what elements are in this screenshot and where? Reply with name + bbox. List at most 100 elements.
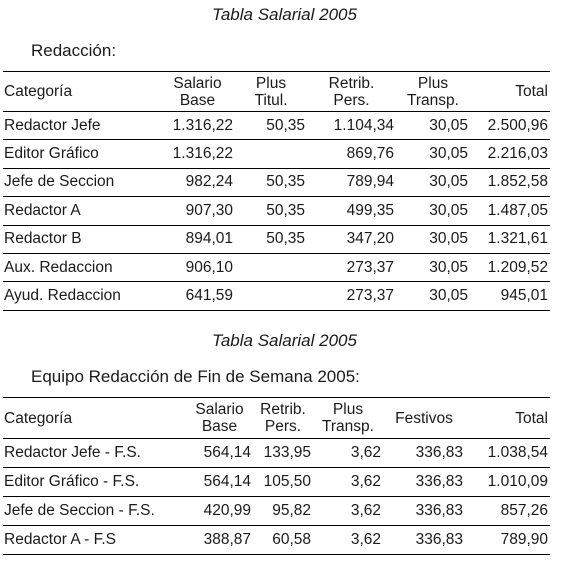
table-caption-1: Tabla Salarial 2005 [212,5,357,24]
table-caption-2: Tabla Salarial 2005 [212,331,357,350]
table-cell: 30,05 [396,225,470,254]
column-header: Plus Transp. [313,397,383,439]
table-cell: 347,20 [307,225,396,254]
column-header-line: Base [179,91,216,109]
table-cell: 336,83 [383,525,465,555]
table-cell: 3,62 [313,525,383,555]
column-header-line: Titul. [254,91,288,109]
table-cell: 30,05 [396,111,470,141]
column-header-line: Total [515,83,548,100]
column-header-line: Retrib. [260,401,306,418]
salary-table-redaccion: Categoría Salario Base Plus Titul. Retrib. Per… [3,71,550,311]
table-cell: 50,35 [235,168,307,198]
table-cell: 133,95 [253,438,313,468]
column-header-line: Total [515,409,548,427]
row-category: Editor Gráfico - F.S. [3,467,186,497]
table-cell: 869,76 [307,139,396,169]
table-cell: 982,24 [160,168,235,198]
table-cell: 50,35 [235,111,307,141]
table-row: Redactor Jefe - F.S. 564,14 133,95 3,62 336,… [3,438,550,468]
table-cell: 30,05 [396,253,470,283]
table-body: Redactor Jefe 1.316,22 50,35 1.104,34 30,05 2… [3,111,550,311]
table-cell: 30,05 [396,281,470,311]
table-cell: 273,37 [307,281,396,311]
column-header: Salario Base [160,71,235,112]
column-header-line: Festivos [395,409,453,427]
table-cell: 420,99 [186,496,253,526]
row-category: Redactor A [3,196,160,226]
table-cell: 1.209,52 [470,253,550,283]
table-cell: 105,50 [253,467,313,497]
column-header-line: Transp. [322,418,374,435]
row-category: Redactor Jefe [3,111,160,141]
table-row: Redactor A - F.S 388,87 60,58 3,62 336,83 789… [3,525,550,555]
table-cell: 564,14 [186,467,253,497]
table-cell: 30,05 [396,139,470,169]
table-cell: 499,35 [307,196,396,226]
table-cell: 641,59 [160,281,235,311]
table-row: Redactor A 907,30 50,35 499,35 30,05 1.487,05 [3,196,550,226]
row-category: Redactor Jefe - F.S. [3,438,186,468]
table-cell: 50,35 [235,225,307,254]
column-header: Total [465,397,550,439]
table-row: Editor Gráfico - F.S. 564,14 105,50 3,62 336… [3,467,550,497]
row-category: Redactor A - F.S [3,525,186,555]
table-cell: 388,87 [186,525,253,555]
section-title-fin-de-semana: Equipo Redacción de Fin de Semana 2005: [31,367,360,386]
table-cell [235,139,307,169]
column-header-line: Pers. [264,418,302,435]
column-header-line: Plus [332,401,364,418]
table-row: Jefe de Seccion 982,24 50,35 789,94 30,05 1.8… [3,168,550,198]
table-cell: 857,26 [465,496,550,526]
column-header-line: Base [201,418,238,435]
row-category: Ayud. Redaccion [3,281,160,311]
table-cell: 273,37 [307,253,396,283]
section-title-redaccion: Redacción: [31,41,117,60]
header-row: Categoría Salario Base Plus Titul. Retrib. Per… [3,71,550,112]
table-cell: 907,30 [160,196,235,226]
row-category: Jefe de Seccion [3,168,160,198]
column-header-line: Categoría [4,409,73,427]
table-cell: 1.487,05 [470,196,550,226]
header-row: Categoría Salario Base Retrib. Pers. Plus Tran… [3,397,550,439]
table-cell: 894,01 [160,225,235,254]
table-cell [235,281,307,311]
column-header: Retrib. Pers. [307,71,396,112]
table-row: Aux. Redaccion 906,10 273,37 30,05 1.209,52 [3,253,550,283]
column-header: Total [470,71,550,112]
table-row: Ayud. Redaccion 641,59 273,37 30,05 945,01 [3,281,550,311]
table-cell [235,253,307,283]
table-cell: 30,05 [396,168,470,198]
table-header: Categoría Salario Base Plus Titul. Retrib. Per… [3,71,550,112]
column-header-line: Plus [417,74,449,92]
table-cell: 1.104,34 [307,111,396,141]
row-category: Redactor B [3,225,160,254]
table-cell: 336,83 [383,496,465,526]
column-header-line: Pers. [333,91,370,109]
column-header-line: Plus [255,74,287,92]
salary-table-fin-de-semana: Categoría Salario Base Retrib. Pers. Plus Tran… [3,397,550,555]
table-cell: 3,62 [313,496,383,526]
table-cell: 30,05 [396,196,470,226]
table-cell: 1.852,58 [470,168,550,198]
table-cell: 789,90 [465,525,550,555]
row-category: Editor Gráfico [3,139,160,169]
table-cell: 50,35 [235,196,307,226]
column-header: Categoría [3,71,160,112]
column-header: Salario Base [186,397,253,439]
table-cell: 2.500,96 [470,111,550,141]
row-category: Aux. Redaccion [3,253,160,283]
table-body: Redactor Jefe - F.S. 564,14 133,95 3,62 336,… [3,438,550,555]
column-header: Plus Transp. [396,71,470,112]
table-header: Categoría Salario Base Retrib. Pers. Plus Tran… [3,397,550,439]
row-category: Jefe de Seccion - F.S. [3,496,186,526]
table-cell: 3,62 [313,438,383,468]
column-header: Categoría [3,397,186,439]
table-cell: 1.038,54 [465,438,550,468]
column-header: Festivos [383,397,465,439]
column-header-line: Categoría [4,83,73,100]
table-cell: 2.216,03 [470,139,550,169]
table-cell: 1.321,61 [470,225,550,254]
table-cell: 564,14 [186,438,253,468]
table-cell: 336,83 [383,438,465,468]
